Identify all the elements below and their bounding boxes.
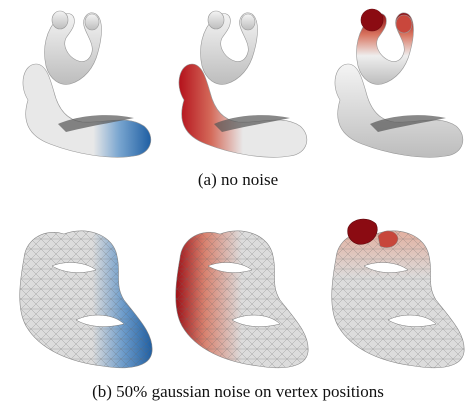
caption-b: (b) 50% gaussian noise on vertex positio… [92, 382, 384, 401]
panel-a3-smooth-red-head [318, 4, 470, 164]
panel-b2-noisy-red-base [162, 214, 314, 374]
panel-b1-noisy-blue-base [6, 214, 158, 374]
caption-a: (a) no noise [197, 170, 279, 189]
panel-a2-smooth-red-base [162, 4, 314, 164]
panel-a1-smooth-blue-base [6, 4, 158, 164]
panel-b3-noisy-red-head [318, 214, 470, 374]
